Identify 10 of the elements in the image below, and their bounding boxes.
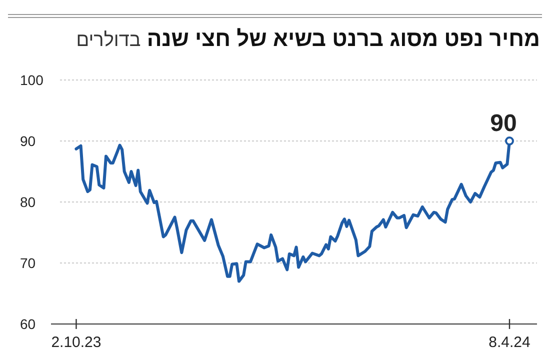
- data-label: 90: [490, 110, 517, 137]
- y-tick-label: 90: [20, 133, 36, 149]
- x-tick-label: 8.4.24: [488, 334, 530, 351]
- chart-title: מחיר נפט מסוג ברנט בשיא של חצי שנה: [146, 26, 540, 51]
- y-tick-label: 70: [20, 255, 36, 271]
- y-tick-label: 80: [20, 194, 36, 210]
- y-tick-label: 60: [20, 316, 36, 332]
- x-tick-label: 2.10.23: [51, 334, 102, 351]
- y-tick-label: 100: [20, 72, 44, 88]
- chart-subtitle: בדולרים: [76, 30, 141, 51]
